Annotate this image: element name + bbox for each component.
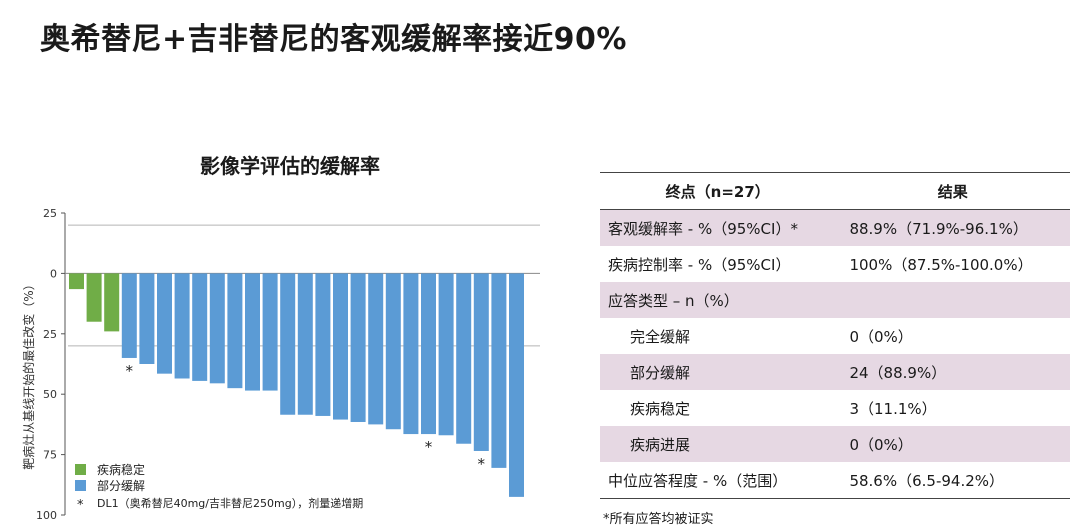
bar-15: [315, 273, 331, 416]
bar-25: [491, 273, 507, 468]
bar-9: [209, 273, 225, 384]
y-tick-label: 50: [43, 388, 57, 401]
row-value-orr: 88.9%（71.9%-96.1%）: [835, 209, 1070, 246]
bar-12: [262, 273, 278, 391]
bar-2: [86, 273, 102, 322]
bar-16: [333, 273, 348, 420]
table-header-endpoint: 终点（n=27）: [600, 172, 836, 210]
bar-11: [245, 273, 260, 391]
table-footnote: *所有应答均被证实: [603, 512, 714, 527]
table-row: 部分缓解 24（88.9%）: [600, 354, 1070, 390]
bar-26: [509, 273, 524, 497]
bar-24: [473, 273, 489, 451]
row-label-median: 中位应答程度 - %（范围）: [600, 462, 836, 499]
row-label-pd: 疾病进展: [600, 426, 836, 462]
chart-title: 影像学评估的缓解率: [200, 154, 380, 178]
table-row: 应答类型 – n（%）: [600, 282, 1070, 318]
legend-swatch-1: [75, 464, 86, 475]
legend-swatch-2: [75, 480, 86, 491]
y-axis-label: 靶病灶从基线开始的最佳改变（%）: [21, 278, 36, 469]
dl1-marker: *: [425, 438, 433, 456]
row-label-dcr: 疾病控制率 - %（95%CI）: [608, 255, 791, 274]
legend-label-1: 疾病稳定: [97, 462, 145, 477]
page-title: 奥希替尼+吉非替尼的客观缓解率接近90%: [40, 22, 627, 57]
endpoint-table-container: 终点（n=27） 结果 客观缓解率 - %（95%CI）* 88.9%（71.9…: [600, 172, 1070, 499]
table-row: 疾病进展 0（0%）: [600, 426, 1070, 462]
bar-14: [297, 273, 313, 415]
row-value-pd: 0（0%）: [835, 426, 1070, 462]
y-tick-label: 25: [43, 328, 57, 341]
y-tick-label: 0: [50, 267, 57, 280]
table-row: 疾病控制率 - %（95%CI） 100%（87.5%-100.0%）: [600, 246, 1070, 282]
row-value-response-type: [835, 282, 1070, 318]
y-tick-label: 75: [43, 449, 57, 462]
y-tick-label: 25: [43, 207, 57, 220]
bar-19: [385, 273, 401, 430]
row-label-pr: 部分缓解: [600, 354, 836, 390]
row-label-cr: 完全缓解: [630, 327, 691, 346]
bar-22: [438, 273, 454, 436]
bar-5: [139, 273, 155, 364]
bar-7: [174, 273, 190, 379]
dl1-marker: *: [126, 362, 134, 380]
table-header-result: 结果: [835, 172, 1070, 210]
bar-23: [456, 273, 472, 444]
y-tick-label: 100: [36, 509, 57, 522]
table-header-row: 终点（n=27） 结果: [600, 172, 1070, 210]
legend-label-2: 部分缓解: [97, 478, 145, 493]
row-value-pr: 24（88.9%）: [835, 354, 1070, 390]
legend-marker-note: DL1（奥希替尼40mg/吉非替尼250mg），剂量递增期: [97, 496, 363, 510]
bar-1: [69, 273, 84, 290]
bar-10: [227, 273, 243, 389]
bar-13: [280, 273, 296, 415]
table-row: 中位应答程度 - %（范围） 58.6%（6.5-94.2%）: [600, 462, 1070, 499]
bar-8: [192, 273, 208, 381]
bar-20: [403, 273, 419, 435]
row-value-cr: 0（0%）: [849, 327, 913, 346]
row-value-dcr: 100%（87.5%-100.0%）: [849, 255, 1033, 274]
legend-marker-symbol: *: [77, 498, 84, 513]
row-value-median: 58.6%（6.5-94.2%）: [835, 462, 1070, 499]
row-label-sd: 疾病稳定: [630, 399, 691, 418]
row-label-orr: 客观缓解率 - %（95%CI）*: [600, 209, 836, 246]
row-label-response-type: 应答类型 – n（%）: [600, 282, 836, 318]
bar-4: [121, 273, 137, 358]
table-row: 疾病稳定 3（11.1%）: [600, 390, 1070, 426]
dl1-marker: *: [478, 455, 486, 473]
bar-18: [368, 273, 384, 425]
endpoint-table: 终点（n=27） 结果 客观缓解率 - %（95%CI）* 88.9%（71.9…: [600, 172, 1070, 499]
bar-21: [421, 273, 436, 435]
bar-3: [104, 273, 120, 332]
bar-6: [157, 273, 172, 374]
row-value-sd: 3（11.1%）: [849, 399, 937, 418]
table-row: 完全缓解 0（0%）: [600, 318, 1070, 354]
bar-17: [350, 273, 366, 422]
table-row: 客观缓解率 - %（95%CI）* 88.9%（71.9%-96.1%）: [600, 209, 1070, 246]
